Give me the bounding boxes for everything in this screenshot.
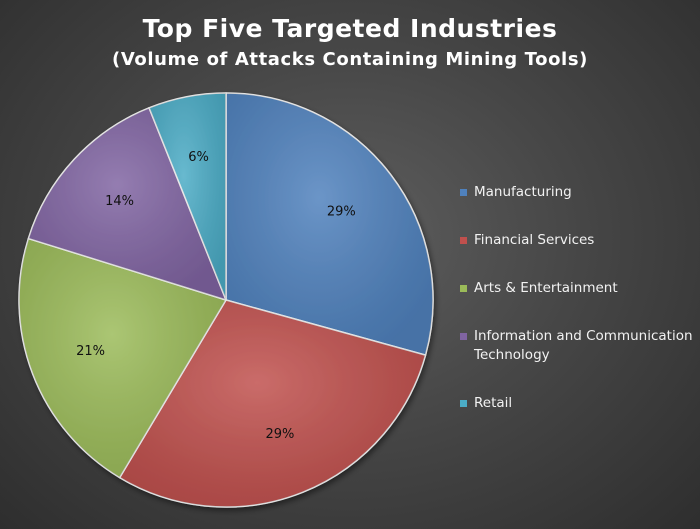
pie-slice-sheen xyxy=(19,238,226,478)
pie-slice-retail xyxy=(148,92,227,301)
pie-data-label-retail: 6% xyxy=(188,150,209,165)
chart-subtitle: (Volume of Attacks Containing Mining Too… xyxy=(112,49,588,70)
legend-label: Information and Communication Technology xyxy=(474,328,693,363)
legend-item-retail: Retail xyxy=(460,394,695,413)
pie-data-label-manufacturing: 29% xyxy=(327,205,356,220)
legend-item-manufacturing: Manufacturing xyxy=(460,183,695,202)
pie-data-label-financial-services: 29% xyxy=(265,427,294,442)
pie-slice-financial-services xyxy=(118,299,427,508)
legend-label: Retail xyxy=(474,395,513,411)
legend-swatch xyxy=(460,333,467,340)
legend-item-arts-and-entertainment: Arts & Entertainment xyxy=(460,279,695,298)
pie-slice-sheen xyxy=(119,300,426,507)
pie-slice-manufacturing xyxy=(225,92,434,356)
legend-swatch xyxy=(460,285,467,292)
pie-slices xyxy=(18,92,434,508)
legend-label: Financial Services xyxy=(474,232,595,248)
legend-swatch xyxy=(460,189,467,196)
pie-data-label-arts-and-entertainment: 21% xyxy=(76,344,105,359)
pie-data-label-information-and-communication-technology: 14% xyxy=(105,194,134,209)
legend-label: Manufacturing xyxy=(474,184,572,200)
legend: Manufacturing Financial Services Arts & En… xyxy=(460,183,695,413)
pie-slice-sheen xyxy=(28,107,227,300)
pie-slice-information-and-communication-technology xyxy=(27,107,227,301)
legend-swatch xyxy=(460,400,467,407)
legend-label: Arts & Entertainment xyxy=(474,280,618,296)
legend-item-information-and-communication-technology: Information and Communication Technology xyxy=(460,327,695,365)
pie-slice-sheen xyxy=(149,93,226,300)
chart-title: Top Five Targeted Industries xyxy=(142,14,558,43)
pie-slice-sheen xyxy=(226,93,434,356)
pie-data-labels: 29% 29% 21% 14% 6% xyxy=(76,150,356,442)
legend-swatch xyxy=(460,237,467,244)
pie-slice-arts-and-entertainment xyxy=(18,237,227,479)
legend-item-financial-services: Financial Services xyxy=(460,231,695,250)
